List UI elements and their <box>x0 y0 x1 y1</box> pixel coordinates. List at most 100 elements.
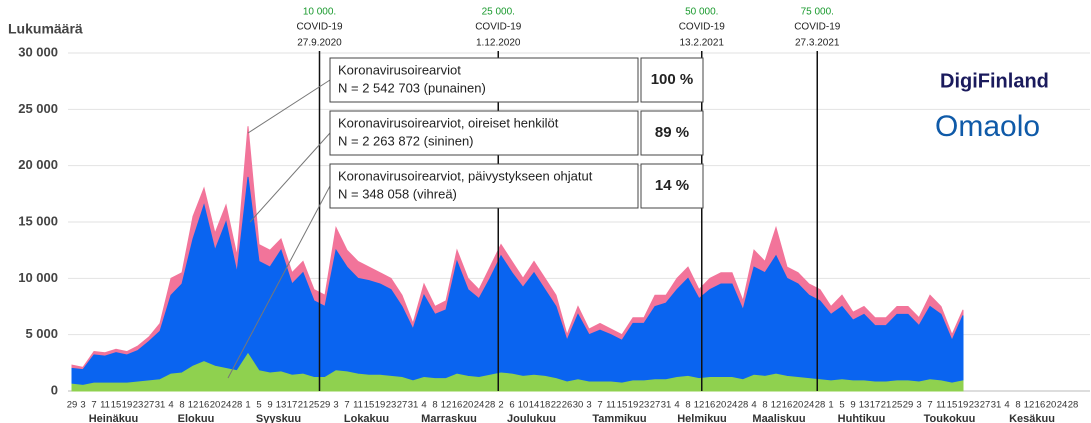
x-tick-label: 3 <box>333 400 338 411</box>
x-tick-label: 18 <box>540 400 551 411</box>
x-tick-label: 27 <box>397 400 408 411</box>
x-tick-label: 31 <box>408 400 419 411</box>
x-tick-label: 10 <box>518 400 529 411</box>
x-tick-label: 17 <box>870 400 881 411</box>
x-tick-label: 1 <box>828 400 833 411</box>
event-label: COVID-19 <box>475 22 522 33</box>
x-tick-label: 31 <box>661 400 672 411</box>
x-tick-label: 27 <box>980 400 991 411</box>
x-tick-label: 5 <box>256 400 261 411</box>
x-tick-label: 29 <box>320 400 331 411</box>
x-tick-label: 15 <box>364 400 375 411</box>
y-tick-label: 30 000 <box>18 44 58 59</box>
x-tick-label: 16 <box>199 400 210 411</box>
x-tick-label: 12 <box>694 400 705 411</box>
x-tick-label: 16 <box>452 400 463 411</box>
x-tick-label: 4 <box>1004 400 1009 411</box>
month-label: Syyskuu <box>256 413 301 423</box>
event-count: 75 000. <box>801 7 834 18</box>
x-tick-label: 19 <box>958 400 969 411</box>
percent-box <box>640 57 704 103</box>
logo-omaolo: Omaolo <box>935 110 1040 143</box>
x-tick-label: 3 <box>80 400 85 411</box>
y-tick-label: 5 000 <box>25 326 58 341</box>
x-tick-label: 31 <box>991 400 1002 411</box>
event-label: COVID-19 <box>794 22 841 33</box>
x-tick-label: 8 <box>685 400 690 411</box>
x-tick-label: 4 <box>751 400 756 411</box>
x-tick-label: 27 <box>650 400 661 411</box>
x-tick-label: 20 <box>210 400 221 411</box>
month-label: Tammikuu <box>592 413 646 423</box>
logo-box <box>930 58 1080 102</box>
y-axis-label: Lukumäärä <box>8 21 83 37</box>
legend-box <box>329 110 639 156</box>
x-tick-label: 17 <box>287 400 298 411</box>
x-tick-label: 8 <box>179 400 184 411</box>
event-date: 27.9.2020 <box>297 38 342 49</box>
x-tick-label: 24 <box>1057 400 1068 411</box>
event-count: 50 000. <box>685 7 718 18</box>
percent-box <box>640 163 704 209</box>
area-2 <box>71 352 964 392</box>
x-tick-label: 2 <box>498 400 503 411</box>
y-tick-label: 15 000 <box>18 213 58 228</box>
x-tick-label: 16 <box>705 400 716 411</box>
x-tick-label: 4 <box>421 400 426 411</box>
x-tick-label: 15 <box>111 400 122 411</box>
x-tick-label: 23 <box>969 400 980 411</box>
x-tick-label: 25 <box>892 400 903 411</box>
x-tick-label: 12 <box>1024 400 1035 411</box>
month-label: Huhtikuu <box>838 413 886 423</box>
x-tick-label: 15 <box>947 400 958 411</box>
x-tick-label: 8 <box>1015 400 1020 411</box>
percent-box <box>640 110 704 156</box>
y-tick-label: 20 000 <box>18 157 58 172</box>
month-label: Helmikuu <box>677 413 727 423</box>
logo-digifinland: DigiFinland <box>940 70 1049 92</box>
x-tick-label: 4 <box>674 400 679 411</box>
month-label: Marraskuu <box>421 413 477 423</box>
legend-name: Koronavirusoirearviot, päivystykseen ohj… <box>338 168 593 183</box>
x-tick-label: 28 <box>738 400 749 411</box>
x-tick-label: 3 <box>586 400 591 411</box>
x-tick-label: 19 <box>122 400 133 411</box>
x-tick-label: 30 <box>573 400 584 411</box>
x-tick-label: 4 <box>168 400 173 411</box>
x-tick-label: 9 <box>267 400 272 411</box>
x-tick-label: 1 <box>245 400 250 411</box>
x-tick-label: 21 <box>881 400 892 411</box>
x-tick-label: 7 <box>344 400 349 411</box>
x-tick-label: 20 <box>463 400 474 411</box>
x-tick-label: 26 <box>562 400 573 411</box>
month-label: Toukokuu <box>924 413 976 423</box>
month-label: Heinäkuu <box>89 413 139 423</box>
x-tick-label: 7 <box>927 400 932 411</box>
x-tick-label: 11 <box>100 400 110 411</box>
month-label: Lokakuu <box>344 413 389 423</box>
legend-leader <box>227 185 331 379</box>
x-tick-label: 7 <box>91 400 96 411</box>
x-tick-label: 16 <box>1035 400 1046 411</box>
x-tick-label: 11 <box>936 400 946 411</box>
x-tick-label: 15 <box>617 400 628 411</box>
x-tick-label: 23 <box>133 400 144 411</box>
x-tick-label: 3 <box>916 400 921 411</box>
area-1 <box>71 176 964 392</box>
x-tick-label: 20 <box>1046 400 1057 411</box>
percent-label: 14 % <box>655 177 689 194</box>
x-tick-label: 24 <box>727 400 738 411</box>
x-tick-label: 12 <box>441 400 452 411</box>
month-label: Joulukuu <box>507 413 556 423</box>
x-tick-label: 12 <box>771 400 782 411</box>
event-count: 25 000. <box>482 7 515 18</box>
event-date: 27.3.2021 <box>795 38 840 49</box>
month-label: Kesäkuu <box>1009 413 1055 423</box>
x-tick-label: 23 <box>386 400 397 411</box>
x-tick-label: 21 <box>298 400 309 411</box>
y-tick-label: 0 <box>51 382 58 397</box>
x-tick-label: 13 <box>276 400 287 411</box>
legend-note: N = 2 263 872 (sininen) <box>338 133 474 148</box>
legend-leader <box>247 79 331 134</box>
